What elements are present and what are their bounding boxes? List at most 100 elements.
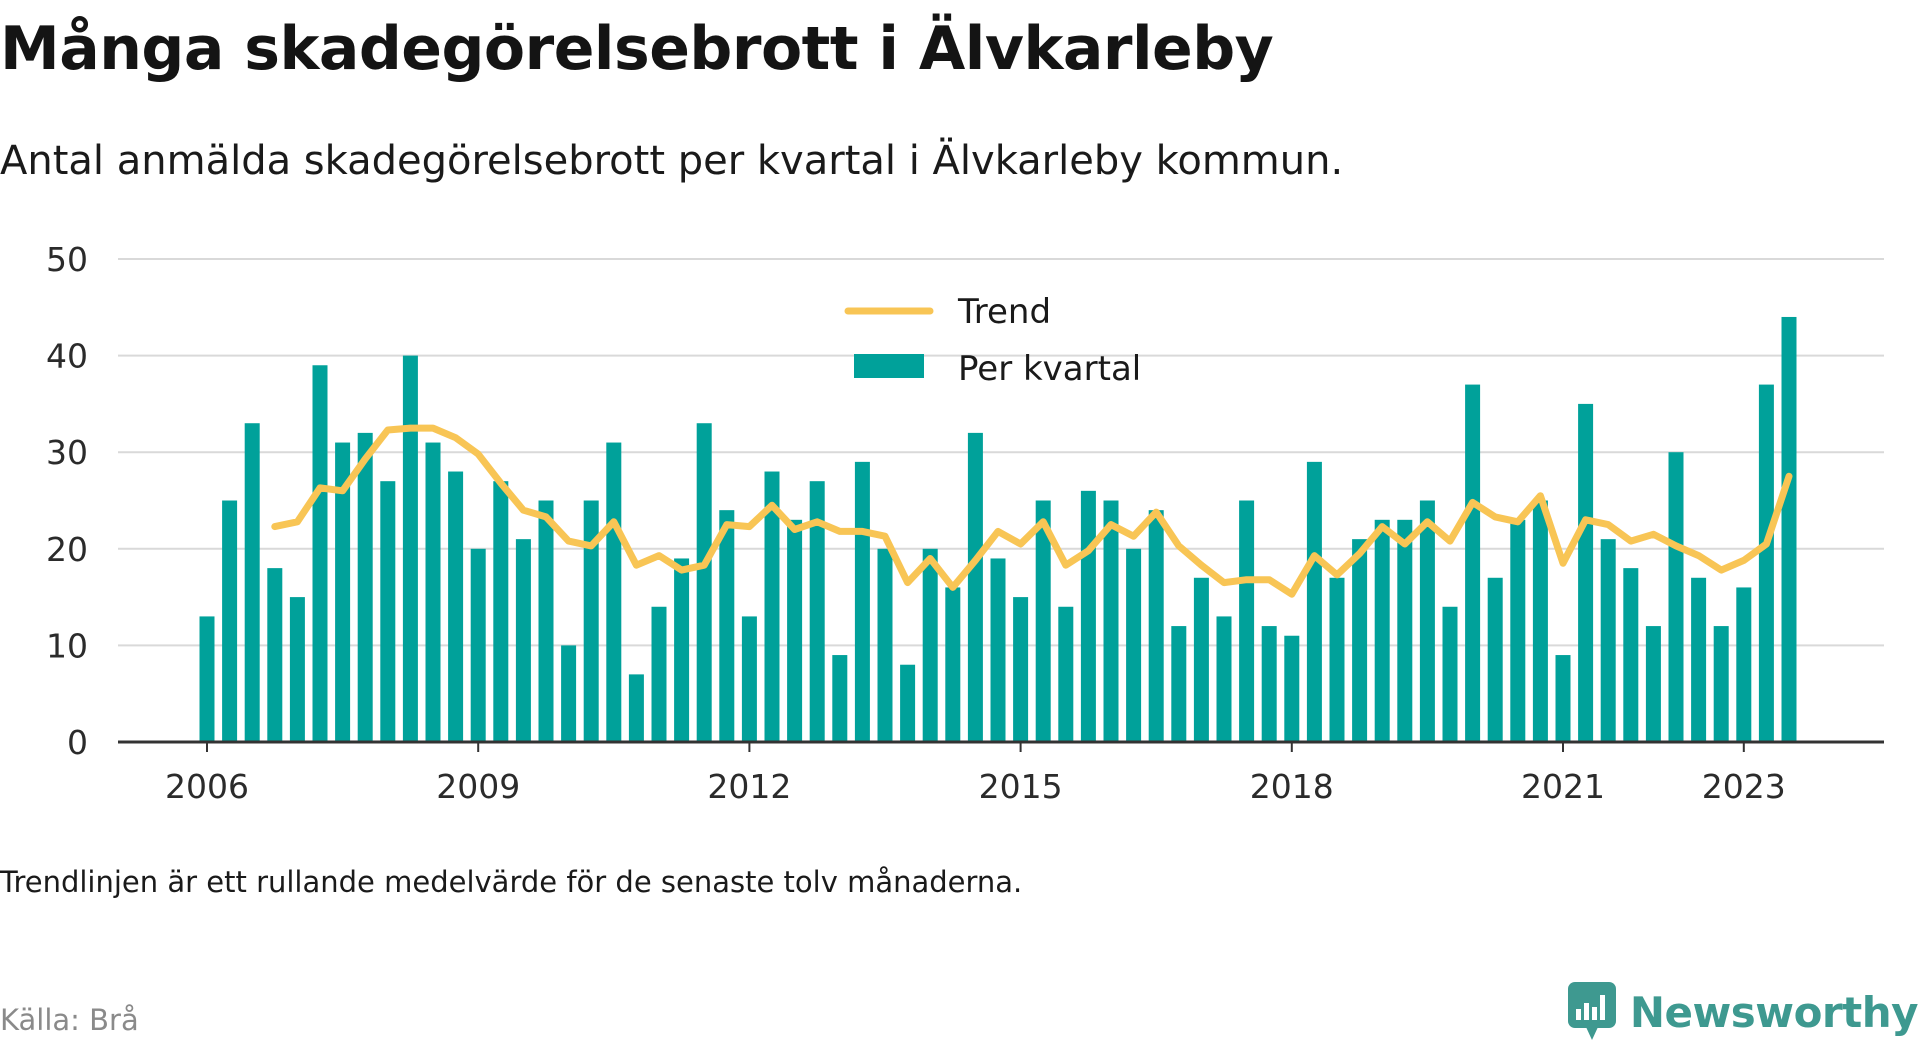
bar <box>628 674 644 742</box>
bar <box>1555 655 1571 742</box>
bar <box>1148 510 1164 742</box>
bar <box>877 548 893 742</box>
legend-trend-label: Trend <box>957 292 1051 332</box>
x-tick-label: 2012 <box>707 767 791 806</box>
bar <box>1013 597 1029 742</box>
y-tick-label: 0 <box>67 723 88 762</box>
bar <box>583 500 599 742</box>
bar <box>945 587 961 742</box>
bar <box>674 558 690 742</box>
bar <box>1058 606 1074 742</box>
bar <box>741 616 757 742</box>
x-tick-label: 2021 <box>1521 767 1605 806</box>
bar <box>561 645 577 742</box>
bar <box>1736 587 1752 742</box>
x-tick-label: 2009 <box>436 767 520 806</box>
bar <box>990 558 1006 742</box>
bar <box>425 442 441 742</box>
bar <box>493 481 509 742</box>
brand-logo: Newsworthy <box>1567 982 1919 1042</box>
bar <box>1713 626 1729 742</box>
bar <box>787 519 803 742</box>
footnote: Trendlinjen är ett rullande medelvärde f… <box>0 865 1023 899</box>
bar <box>222 500 238 742</box>
bar <box>380 481 396 742</box>
bar <box>1645 626 1661 742</box>
bar <box>1758 384 1774 742</box>
bar <box>967 432 983 742</box>
bar <box>1239 500 1255 742</box>
bar <box>1397 519 1413 742</box>
bar <box>696 423 712 742</box>
bar <box>651 606 667 742</box>
legend-bar-swatch <box>854 354 924 378</box>
bar <box>764 471 780 742</box>
bar <box>1035 500 1051 742</box>
y-tick-label: 10 <box>46 626 88 665</box>
bar <box>470 548 486 742</box>
bar <box>1487 577 1503 742</box>
bar <box>357 432 373 742</box>
bar <box>1171 626 1187 742</box>
chart-title: Många skadegörelsebrott i Älvkarleby <box>0 14 1274 84</box>
bar <box>1103 500 1119 742</box>
bar <box>312 365 328 742</box>
bar <box>1374 519 1390 742</box>
x-axis <box>118 740 1884 752</box>
x-tick-label: 2018 <box>1250 767 1334 806</box>
bar <box>1442 606 1458 742</box>
bar <box>267 568 283 742</box>
x-tick-label: 2006 <box>165 767 249 806</box>
bar <box>1668 452 1684 742</box>
bar <box>1781 316 1797 742</box>
bar <box>922 548 938 742</box>
bar <box>1532 500 1548 742</box>
source-credit: Källa: Brå <box>0 1003 139 1037</box>
bar <box>515 539 531 742</box>
bar <box>854 461 870 742</box>
bar <box>809 481 825 742</box>
chart-subtitle: Antal anmälda skadegörelsebrott per kvar… <box>0 138 1344 184</box>
legend-bar-label: Per kvartal <box>958 349 1141 389</box>
trend-line <box>271 424 1793 598</box>
y-tick-label: 50 <box>46 240 88 279</box>
brand-name: Newsworthy <box>1629 987 1919 1037</box>
bar <box>335 442 351 742</box>
bar <box>1465 384 1481 742</box>
x-axis-labels: 2006 2009 2012 2015 2018 2021 2023 <box>165 767 1786 806</box>
bar <box>1691 577 1707 742</box>
bar <box>402 355 418 742</box>
bar <box>1216 616 1232 742</box>
bar <box>1578 403 1594 742</box>
chart-area: 0 10 20 30 40 50 2006 2009 2012 2015 2018 2021 2023… <box>46 240 1884 806</box>
bar <box>244 423 260 742</box>
bar <box>1306 461 1322 742</box>
x-tick-label: 2023 <box>1702 767 1786 806</box>
bar <box>1126 548 1142 742</box>
bar <box>1419 500 1435 742</box>
bar <box>1193 577 1209 742</box>
bar <box>1352 539 1368 742</box>
newsworthy-logo-icon <box>1567 982 1616 1040</box>
bar <box>832 655 848 742</box>
trend-series <box>271 424 1793 598</box>
bar <box>900 664 916 742</box>
bar <box>538 500 554 742</box>
bar <box>719 510 735 742</box>
y-tick-label: 20 <box>46 530 88 569</box>
bar <box>1510 519 1526 742</box>
x-tick-label: 2015 <box>979 767 1063 806</box>
bar <box>448 471 464 742</box>
y-axis-labels: 0 10 20 30 40 50 <box>46 240 88 762</box>
bar <box>1329 577 1345 742</box>
y-tick-label: 40 <box>46 337 88 376</box>
bar <box>289 597 305 742</box>
bar <box>1284 635 1300 742</box>
bar <box>1600 539 1616 742</box>
y-tick-label: 30 <box>46 433 88 472</box>
legend: Trend Per kvartal <box>844 292 1141 389</box>
bar <box>606 442 622 742</box>
bar <box>199 616 215 742</box>
bar <box>1080 490 1096 742</box>
bar <box>1623 568 1639 742</box>
